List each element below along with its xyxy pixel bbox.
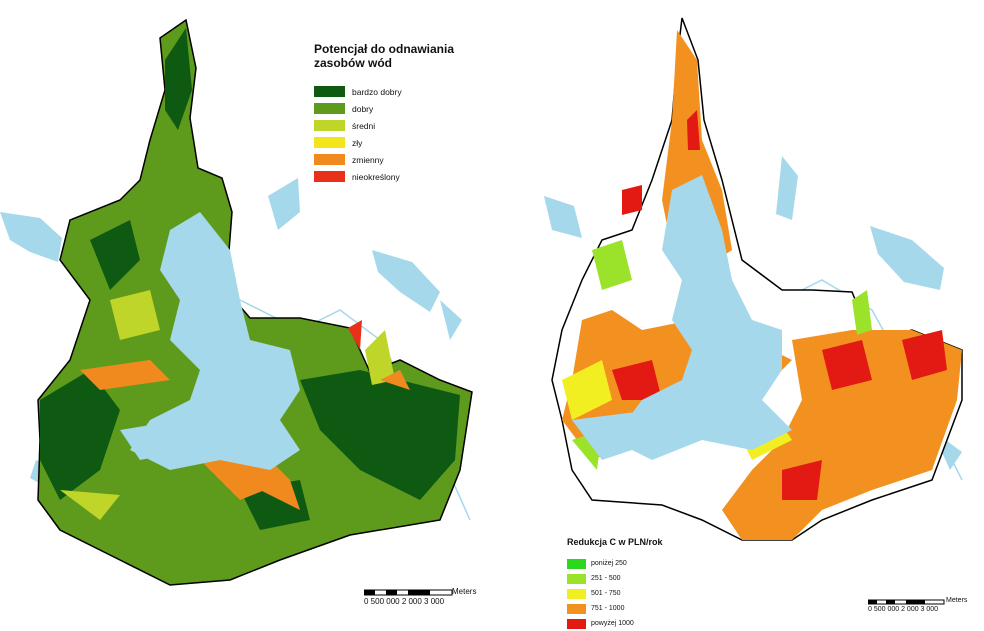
lake (372, 250, 440, 312)
zone-above-1000 (782, 460, 822, 500)
lake (870, 226, 944, 290)
scale-ticks: 0 500 000 2 000 3 000 (868, 606, 939, 613)
zone-above-1000 (612, 360, 662, 400)
right-map-canvas (544, 17, 963, 541)
lake (776, 156, 798, 220)
left-map-canvas (0, 18, 473, 586)
zone-variable (80, 360, 170, 390)
legend-item: nieokreślony (314, 168, 454, 185)
legend-right: Redukcja C w PLN/rok poniżej 250 251 - 5… (567, 535, 663, 631)
zone-251-500 (852, 290, 872, 335)
scalebar-graphic (364, 589, 453, 596)
legend-item: zły (314, 134, 454, 151)
scalebar-right: 0 500 000 2 000 3 000 Meters (868, 597, 967, 613)
swatch (567, 588, 586, 599)
inner-lake (130, 212, 300, 470)
zone-variable (260, 480, 300, 510)
swatch (567, 618, 586, 629)
legend-left: Potencjał do odnawiania zasobów wód bard… (314, 42, 454, 185)
zone-above-1000 (622, 185, 642, 215)
legend-label: zły (352, 137, 363, 148)
legend-item: dobry (314, 100, 454, 117)
legend-label: powyżej 1000 (591, 620, 634, 627)
scalebar-graphic (868, 599, 945, 605)
zone-very-good (300, 370, 460, 500)
legend-item: poniżej 250 (567, 556, 663, 571)
lake (268, 178, 300, 230)
legend-label: zmienny (352, 154, 384, 165)
zone-above-1000 (902, 330, 947, 380)
legend-label: dobry (352, 103, 374, 114)
lake (544, 196, 582, 238)
legend-label: 501 - 750 (591, 590, 621, 597)
lake (440, 300, 462, 340)
legend-title: Redukcja C w PLN/rok (567, 537, 663, 547)
zone-251-500 (592, 240, 632, 290)
legend-label: średni (352, 120, 376, 131)
legend-item: powyżej 1000 (567, 616, 663, 631)
zone-above-1000 (687, 110, 700, 150)
swatch (314, 171, 345, 182)
inner-lake (120, 420, 190, 460)
zone-very-good (90, 220, 140, 290)
scale-ticks: 0 500 000 2 000 3 000 (364, 597, 445, 606)
legend-label: bardzo dobry (352, 86, 402, 97)
legend-title: Potencjał do odnawiania zasobów wód (314, 42, 455, 70)
swatch (314, 86, 345, 97)
zone-variable (380, 370, 410, 390)
scalebar-left: 0 500 000 2 000 3 000 Meters (364, 587, 476, 606)
swatch (567, 558, 586, 569)
zone-medium (60, 490, 120, 520)
swatch (314, 103, 345, 114)
swatch (567, 603, 586, 614)
scale-unit: Meters (452, 587, 477, 596)
swatch (314, 154, 345, 165)
zone-undefined (348, 320, 362, 350)
legend-item: 751 - 1000 (567, 601, 663, 616)
zone-very-good (165, 28, 192, 130)
zone-medium (365, 330, 395, 385)
scale-unit: Meters (946, 597, 968, 604)
swatch (314, 137, 345, 148)
legend-label: 251 - 500 (591, 575, 621, 582)
zone-501-750 (562, 360, 612, 420)
legend-label: 751 - 1000 (591, 605, 625, 612)
left-map: 0 500 000 2 000 3 000 Meters (0, 0, 492, 622)
legend-item: średni (314, 117, 454, 134)
inner-lake (572, 410, 662, 460)
inner-lake (612, 175, 792, 460)
zone-above-1000 (822, 340, 872, 390)
swatch (314, 120, 345, 131)
legend-item: zmienny (314, 151, 454, 168)
legend-item: 501 - 750 (567, 586, 663, 601)
lake (0, 212, 62, 262)
legend-item: 251 - 500 (567, 571, 663, 586)
legend-label: poniżej 250 (591, 560, 627, 567)
legend-item: bardzo dobry (314, 83, 454, 100)
swatch (567, 573, 586, 584)
right-map: 0 500 000 2 000 3 000 Meters (492, 0, 984, 622)
legend-label: nieokreślony (352, 171, 400, 182)
zone-medium (110, 290, 160, 340)
zone-very-good (40, 370, 120, 500)
